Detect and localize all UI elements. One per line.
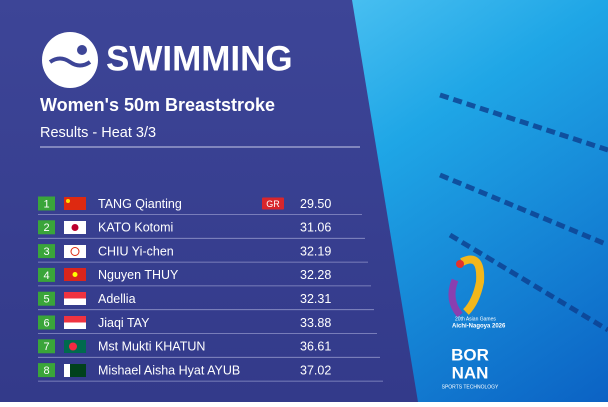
swim-icon-head xyxy=(77,45,87,55)
athlete: Mst Mukti KHATUN xyxy=(98,340,205,354)
heat: Results - Heat 3/3 xyxy=(40,125,156,141)
time: 32.31 xyxy=(300,292,331,306)
rank-box xyxy=(38,244,55,259)
time: 36.61 xyxy=(300,340,331,354)
rank: 6 xyxy=(43,317,49,329)
results: 1 TANG Qianting GR 29.50 2 KATO Kotomi 31.06 3 C… xyxy=(38,196,383,382)
athlete: Adellia xyxy=(98,292,136,306)
rank-box xyxy=(38,267,55,282)
rank: 1 xyxy=(43,198,49,210)
rank-box xyxy=(38,291,55,306)
time: 31.06 xyxy=(300,221,331,235)
record: GR xyxy=(266,199,280,209)
athlete: CHIU Yi-chen xyxy=(98,244,174,258)
time: 33.88 xyxy=(300,316,331,330)
brand-tag: SPORTS TECHNOLOGY xyxy=(442,384,499,390)
athlete: TANG Qianting xyxy=(98,197,182,211)
games-line1: 20th Asian Games xyxy=(455,316,496,322)
record-badge xyxy=(262,197,284,210)
brand-bottom: NAN xyxy=(452,363,489,382)
athlete: KATO Kotomi xyxy=(98,221,173,235)
rank: 3 xyxy=(43,246,49,258)
brand-top: BOR xyxy=(451,345,489,364)
subtitle: Women's 50m Breaststroke xyxy=(40,95,275,115)
athlete: Jiaqi TAY xyxy=(98,316,150,330)
rank: 7 xyxy=(43,341,49,353)
title: SWIMMING xyxy=(106,39,293,78)
rank-box xyxy=(38,315,55,330)
panel xyxy=(0,0,418,402)
time: 32.28 xyxy=(300,268,331,282)
athlete: Nguyen THUY xyxy=(98,268,179,282)
rank: 8 xyxy=(43,365,49,377)
swim-icon-wave xyxy=(48,56,92,68)
time: 29.50 xyxy=(300,197,331,211)
games-logo xyxy=(448,255,485,318)
rank-box xyxy=(38,196,55,211)
time: 37.02 xyxy=(300,363,331,377)
lane-ropes xyxy=(439,92,608,333)
rank-box xyxy=(38,363,55,378)
rank: 5 xyxy=(43,294,49,306)
flags xyxy=(64,197,86,377)
athlete: Mishael Aisha Hyat AYUB xyxy=(98,363,240,377)
rank-box xyxy=(38,339,55,354)
rank-box xyxy=(38,220,55,235)
rank: 4 xyxy=(43,270,49,282)
time: 32.19 xyxy=(300,244,331,258)
games-line2: Aichi-Nagoya 2026 xyxy=(452,324,506,330)
rank: 2 xyxy=(43,222,49,234)
